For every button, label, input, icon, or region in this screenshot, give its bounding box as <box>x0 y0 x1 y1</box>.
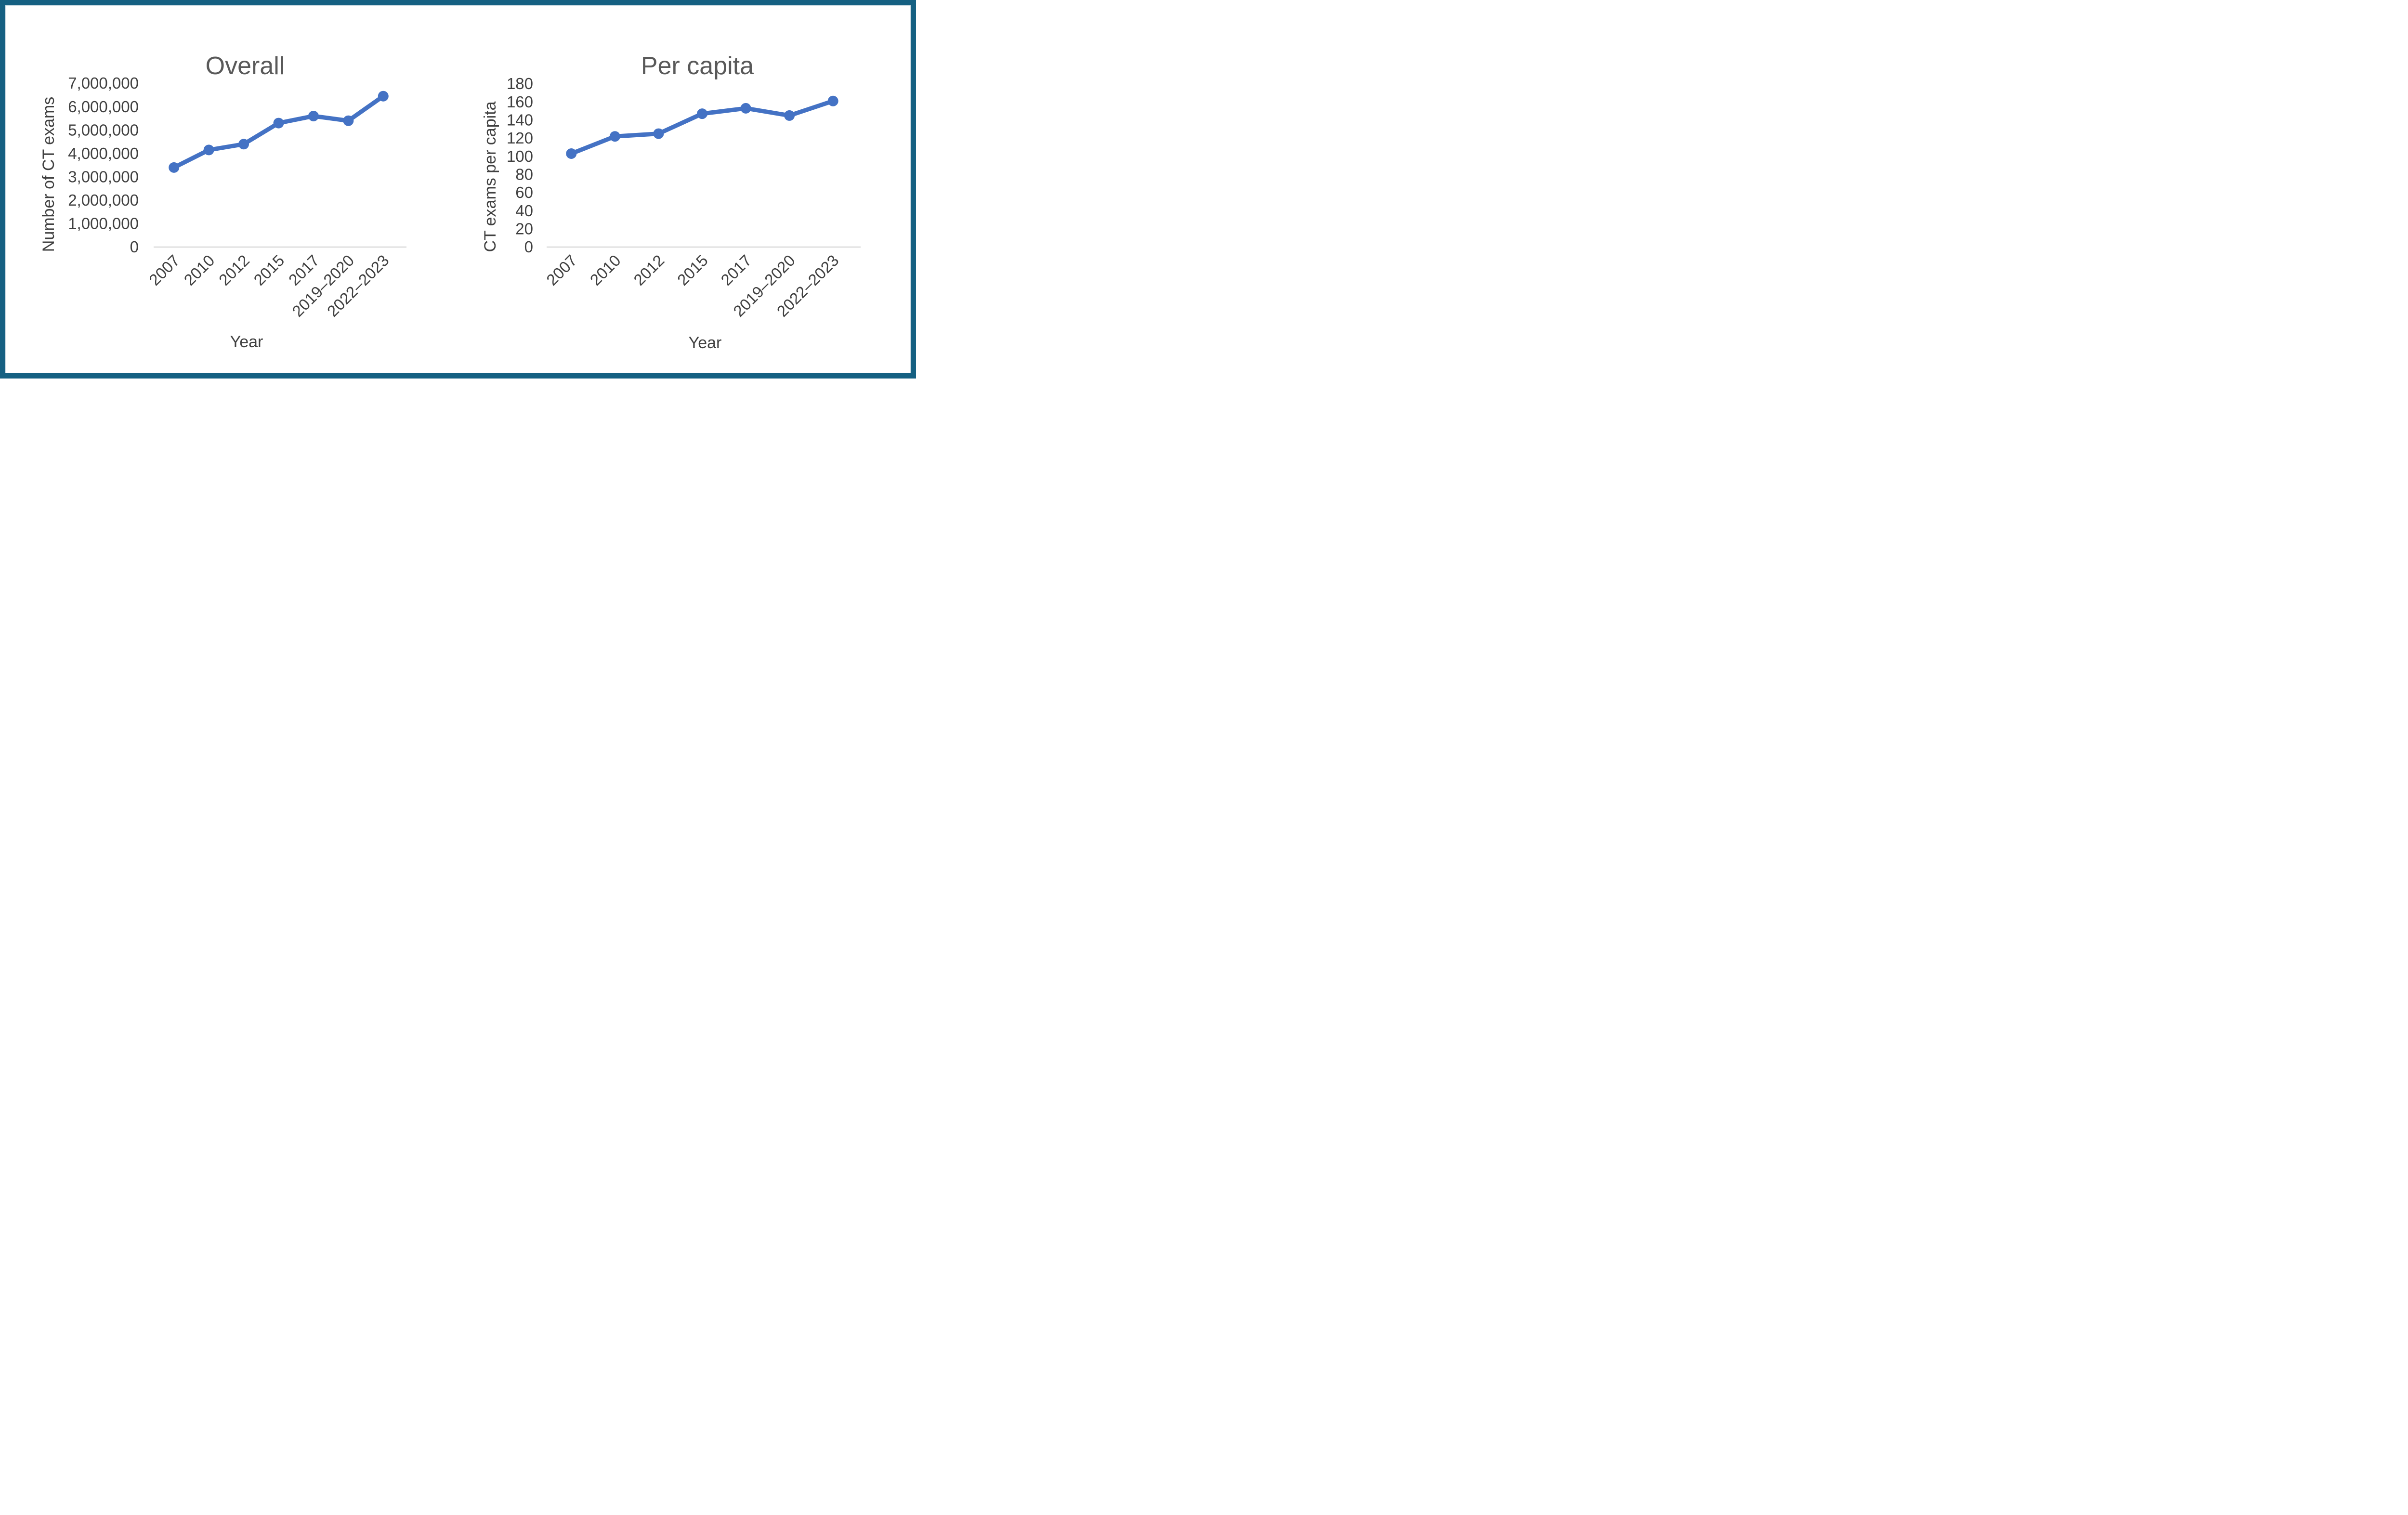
data-point <box>653 128 664 139</box>
y-tick-label: 2,000,000 <box>68 191 139 209</box>
y-tick-label: 0 <box>130 238 139 256</box>
data-point <box>609 131 620 142</box>
data-point <box>697 108 707 119</box>
x-tick-label: 2015 <box>674 251 711 289</box>
y-tick-label: 180 <box>507 75 533 92</box>
x-tick-label: 2017 <box>717 251 755 289</box>
y-tick-label: 120 <box>507 129 533 147</box>
data-point <box>238 139 249 150</box>
data-point <box>378 91 389 102</box>
x-tick-label: 2015 <box>250 251 288 289</box>
charts-svg: 0 1,000,000 2,000,000 3,000,000 4,000,000 5,0… <box>68 74 861 320</box>
x-tick-label: 2012 <box>630 251 667 289</box>
slide-frame: 0 1,000,000 2,000,000 3,000,000 4,000,000 5,0… <box>0 0 916 379</box>
x-tick-label: 2010 <box>587 251 624 289</box>
y-tick-label: 60 <box>515 183 533 201</box>
data-point <box>566 148 577 159</box>
data-line <box>171 94 386 170</box>
data-point <box>740 103 751 114</box>
x-tick-label: 2007 <box>145 251 183 289</box>
data-point <box>308 111 319 121</box>
x-tick-label: 2007 <box>543 251 580 289</box>
y-axis-title-overall: Number of CT exams <box>39 96 58 252</box>
chart-title-overall: Overall <box>205 52 285 80</box>
data-point <box>784 110 795 121</box>
chart-title-per-capita: Per capita <box>641 52 754 80</box>
x-tick-label: 2010 <box>181 251 218 289</box>
slide-canvas: 0 1,000,000 2,000,000 3,000,000 4,000,000 5,0… <box>5 5 911 373</box>
data-point <box>169 162 180 173</box>
data-point <box>827 95 838 106</box>
y-tick-label: 4,000,000 <box>68 144 139 162</box>
y-tick-label: 1,000,000 <box>68 215 139 233</box>
data-point <box>273 118 284 129</box>
data-point <box>203 144 214 156</box>
y-tick-label: 20 <box>515 220 533 238</box>
data-point <box>343 115 354 126</box>
y-tick-label: 100 <box>507 147 533 165</box>
y-tick-label: 0 <box>524 238 533 256</box>
y-tick-label: 40 <box>515 202 533 220</box>
y-tick-label: 6,000,000 <box>68 98 139 116</box>
y-axis-title-per-capita: CT exams per capita <box>481 101 499 252</box>
x-axis-title-per-capita: Year <box>688 334 722 352</box>
x-tick-label: 2012 <box>215 251 253 289</box>
y-tick-label: 140 <box>507 111 533 129</box>
y-tick-label: 160 <box>507 93 533 111</box>
y-tick-label: 5,000,000 <box>68 121 139 139</box>
y-tick-label: 3,000,000 <box>68 168 139 186</box>
x-axis-title-overall: Year <box>230 333 263 351</box>
chart-overall: 0 1,000,000 2,000,000 3,000,000 4,000,000 5,0… <box>68 74 406 320</box>
y-tick-label: 80 <box>515 166 533 183</box>
y-tick-label: 7,000,000 <box>68 74 139 92</box>
